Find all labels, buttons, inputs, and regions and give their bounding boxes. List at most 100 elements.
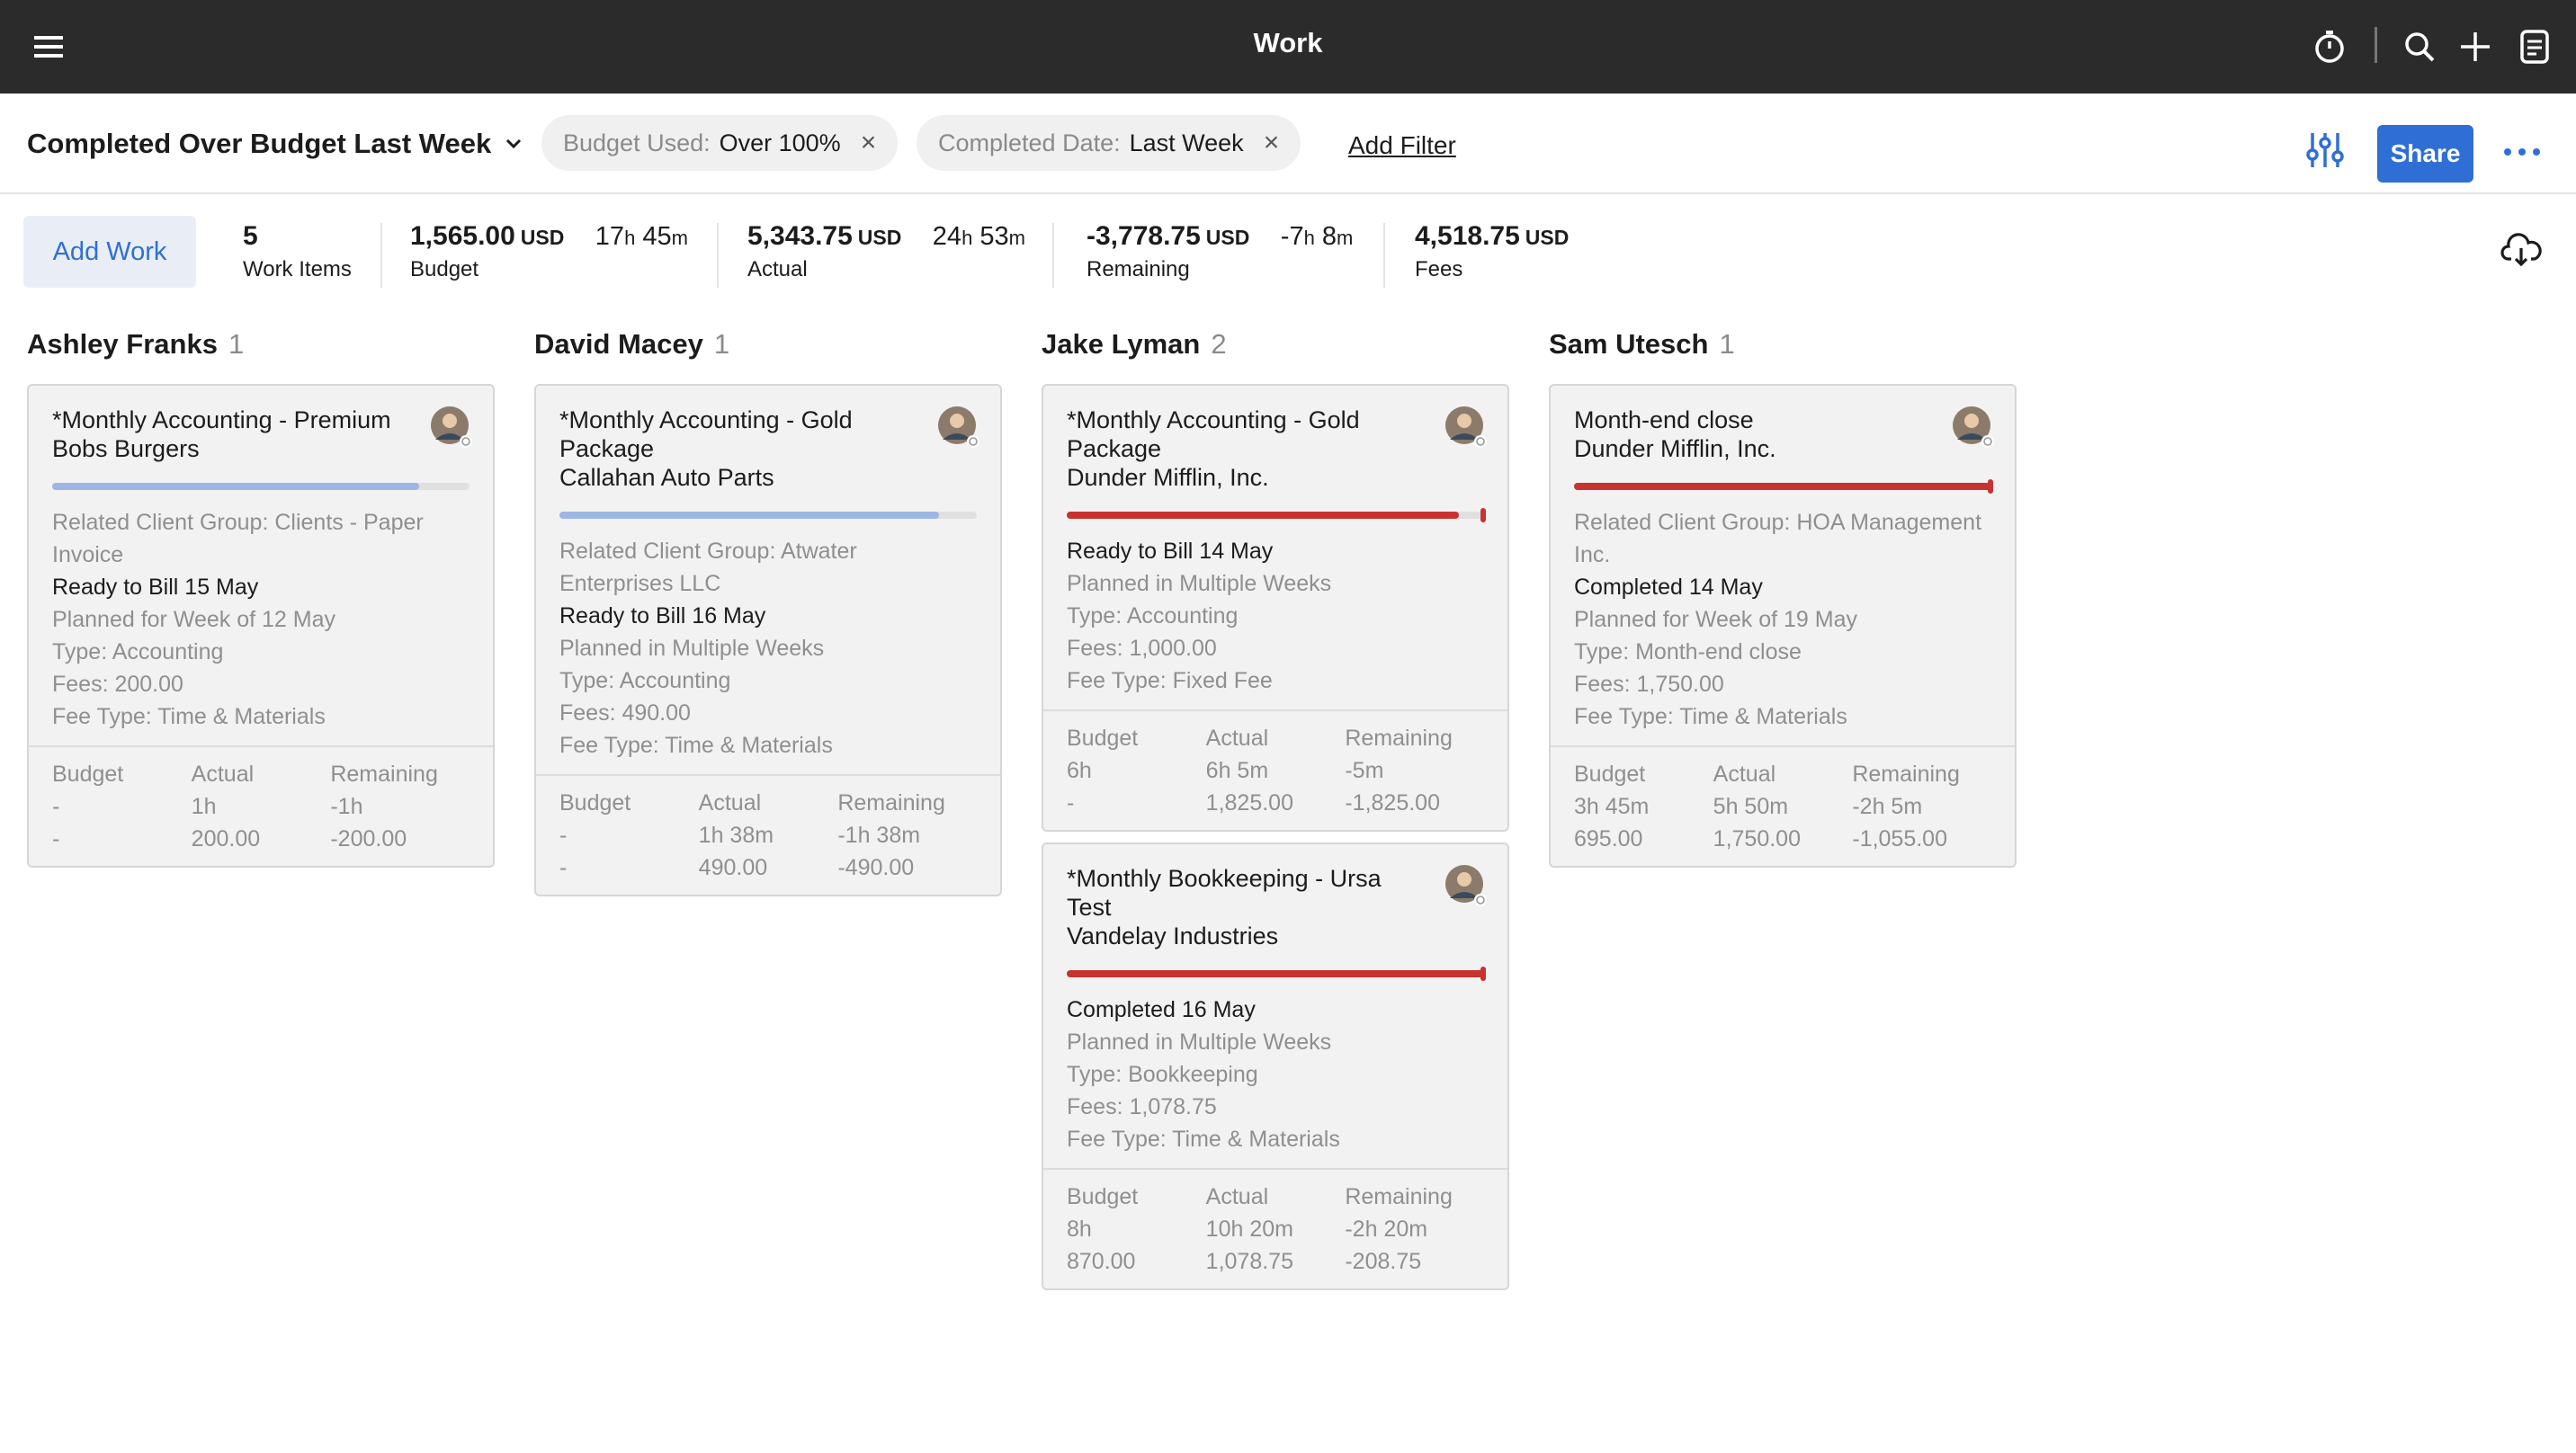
- work-card[interactable]: Month-end close Dunder Mifflin, Inc. Relat…: [1549, 384, 2017, 868]
- timer-icon[interactable]: [2306, 23, 2353, 70]
- column-header: Sam Utesch 1: [1549, 328, 2017, 373]
- footer-column: Remaining -2h 5m -1,055.00: [1852, 758, 1991, 855]
- footer-column: Actual 1h 200.00: [192, 758, 331, 855]
- card-detail-line: Fee Type: Time & Materials: [1574, 704, 1847, 729]
- footer-value: 1,825.00: [1205, 790, 1293, 816]
- footer-column: Actual 1h 38m 490.00: [699, 787, 838, 884]
- footer-value: 5h 50m: [1713, 794, 1789, 819]
- avatar[interactable]: [1952, 406, 1995, 449]
- footer-column: Budget - -: [559, 787, 699, 884]
- budget-progress-fill: [1067, 970, 1484, 977]
- budget-progress-bar: [52, 483, 470, 490]
- footer-value: 1,078.75: [1205, 1249, 1293, 1274]
- footer-value: 1,750.00: [1713, 826, 1801, 851]
- footer-column: Remaining -2h 20m -208.75: [1345, 1181, 1484, 1278]
- page-title: Work: [1253, 27, 1323, 58]
- card-budget-footer: Budget - - Actual 1h 38m 490.00 Remaining -1h 3…: [536, 774, 1000, 895]
- card-detail-line: Ready to Bill 15 May: [52, 575, 259, 600]
- avatar[interactable]: [430, 406, 473, 449]
- filter-bar: Completed Over Budget Last Week Budget U…: [0, 94, 2576, 194]
- footer-value: -200.00: [330, 826, 407, 851]
- search-icon[interactable]: [2396, 23, 2443, 70]
- filter-chip-completed-date[interactable]: Completed Date: Last Week ×: [917, 115, 1301, 171]
- card-title: *Monthly Accounting - Premium Bobs Burger…: [52, 406, 470, 463]
- work-card[interactable]: *Monthly Bookkeeping - Ursa Test Vandelay…: [1042, 842, 1509, 1290]
- card-detail-line: Fees: 200.00: [52, 672, 183, 697]
- card-detail-line: Fee Type: Fixed Fee: [1067, 668, 1273, 693]
- filter-chip-value: Last Week: [1129, 129, 1244, 156]
- budget-progress-bar: [559, 512, 977, 519]
- footer-label: Remaining: [1345, 726, 1453, 751]
- work-name: *Monthly Accounting - Gold Package: [1067, 406, 1360, 462]
- sliders-icon[interactable]: [2304, 129, 2346, 171]
- remove-filter-icon[interactable]: ×: [1263, 128, 1280, 157]
- top-bar: Work: [0, 0, 2576, 94]
- summary-bar: Add Work 5 Work Items 1,565.00 USD 17h 45…: [0, 196, 2576, 290]
- column-assignee-name: Sam Utesch: [1549, 328, 1709, 360]
- footer-value: -2h 5m: [1852, 794, 1923, 819]
- fees-stat: 4,518.75 USD Fees: [1415, 221, 1569, 282]
- work-card[interactable]: *Monthly Accounting - Premium Bobs Burger…: [27, 384, 495, 868]
- card-detail-line: Fee Type: Time & Materials: [1067, 1127, 1340, 1152]
- card-title: *Monthly Bookkeeping - Ursa Test Vandelay…: [1067, 864, 1484, 950]
- notes-icon[interactable]: [2511, 23, 2558, 70]
- footer-label: Budget: [1067, 1184, 1139, 1209]
- card-detail-line: Ready to Bill 16 May: [559, 603, 766, 628]
- menu-icon[interactable]: [25, 23, 72, 70]
- filter-chip-budget-used[interactable]: Budget Used: Over 100% ×: [541, 115, 899, 171]
- card-detail-line: Type: Accounting: [1067, 603, 1239, 628]
- column-header: David Macey 1: [534, 328, 1002, 373]
- card-detail-line: Fees: 1,000.00: [1067, 636, 1217, 661]
- avatar[interactable]: [1445, 406, 1488, 449]
- footer-label: Actual: [1205, 1184, 1269, 1209]
- footer-value: -2h 20m: [1345, 1217, 1428, 1242]
- add-filter-link[interactable]: Add Filter: [1348, 131, 1456, 159]
- budget-stat: 1,565.00 USD 17h 45m Budget: [410, 221, 688, 282]
- work-card[interactable]: *Monthly Accounting - Gold Package Callah…: [534, 384, 1002, 896]
- card-detail-line: Fee Type: Time & Materials: [559, 733, 833, 758]
- card-budget-footer: Budget 6h - Actual 6h 5m 1,825.00 Remaining -5m…: [1043, 709, 1507, 830]
- footer-label: Budget: [1067, 726, 1139, 751]
- footer-value: 200.00: [191, 826, 261, 851]
- footer-column: Budget 3h 45m 695.00: [1574, 758, 1713, 855]
- remaining-duration: -7h 8m: [1280, 222, 1354, 251]
- work-items-count: 5: [243, 221, 258, 251]
- card-detail-line: Planned for Week of 12 May: [52, 607, 335, 632]
- chevron-down-icon: [506, 138, 522, 149]
- footer-label: Remaining: [1345, 1184, 1453, 1209]
- card-detail-line: Related Client Group: Clients - Paper In…: [52, 510, 424, 567]
- work-card[interactable]: *Monthly Accounting - Gold Package Dunder…: [1042, 384, 1509, 832]
- footer-column: Actual 6h 5m 1,825.00: [1206, 722, 1346, 819]
- client-name: Vandelay Industries: [1067, 923, 1279, 949]
- over-budget-marker: [1480, 967, 1486, 981]
- toolbar-divider: [2375, 27, 2377, 63]
- card-detail-line: Related Client Group: HOA Management Inc…: [1574, 510, 1982, 567]
- avatar[interactable]: [937, 406, 980, 449]
- footer-column: Actual 10h 20m 1,078.75: [1206, 1181, 1346, 1278]
- more-options-icon[interactable]: [2502, 138, 2542, 165]
- client-name: Callahan Auto Parts: [559, 464, 774, 491]
- remove-filter-icon[interactable]: ×: [860, 128, 877, 157]
- card-detail-line: Related Client Group: Atwater Enterprise…: [559, 539, 857, 596]
- budget-progress-bar: [1067, 967, 1486, 981]
- footer-value: 1h 38m: [698, 823, 774, 848]
- fees-amount: 4,518.75: [1415, 221, 1520, 251]
- card-title: *Monthly Accounting - Gold Package Dunder…: [1067, 406, 1484, 492]
- saved-view-selector[interactable]: Completed Over Budget Last Week: [27, 128, 523, 160]
- footer-value: -1h: [330, 794, 363, 819]
- avatar[interactable]: [1445, 864, 1488, 907]
- saved-view-title: Completed Over Budget Last Week: [27, 128, 492, 159]
- over-budget-marker: [1480, 508, 1486, 522]
- plus-icon[interactable]: [2452, 23, 2499, 70]
- actual-stat: 5,343.75 USD 24h 53m Actual: [747, 221, 1025, 282]
- card-detail-line: Type: Bookkeeping: [1067, 1062, 1258, 1087]
- actual-amount: 5,343.75: [747, 221, 853, 251]
- footer-label: Actual: [1713, 762, 1776, 787]
- cloud-download-icon[interactable]: [2500, 232, 2542, 268]
- share-button[interactable]: Share: [2377, 125, 2473, 183]
- budget-duration: 17h 45m: [595, 222, 688, 251]
- add-work-button[interactable]: Add Work: [23, 216, 196, 288]
- footer-column: Remaining -5m -1,825.00: [1345, 722, 1484, 819]
- column-assignee-name: David Macey: [534, 328, 703, 360]
- currency: USD: [857, 226, 902, 249]
